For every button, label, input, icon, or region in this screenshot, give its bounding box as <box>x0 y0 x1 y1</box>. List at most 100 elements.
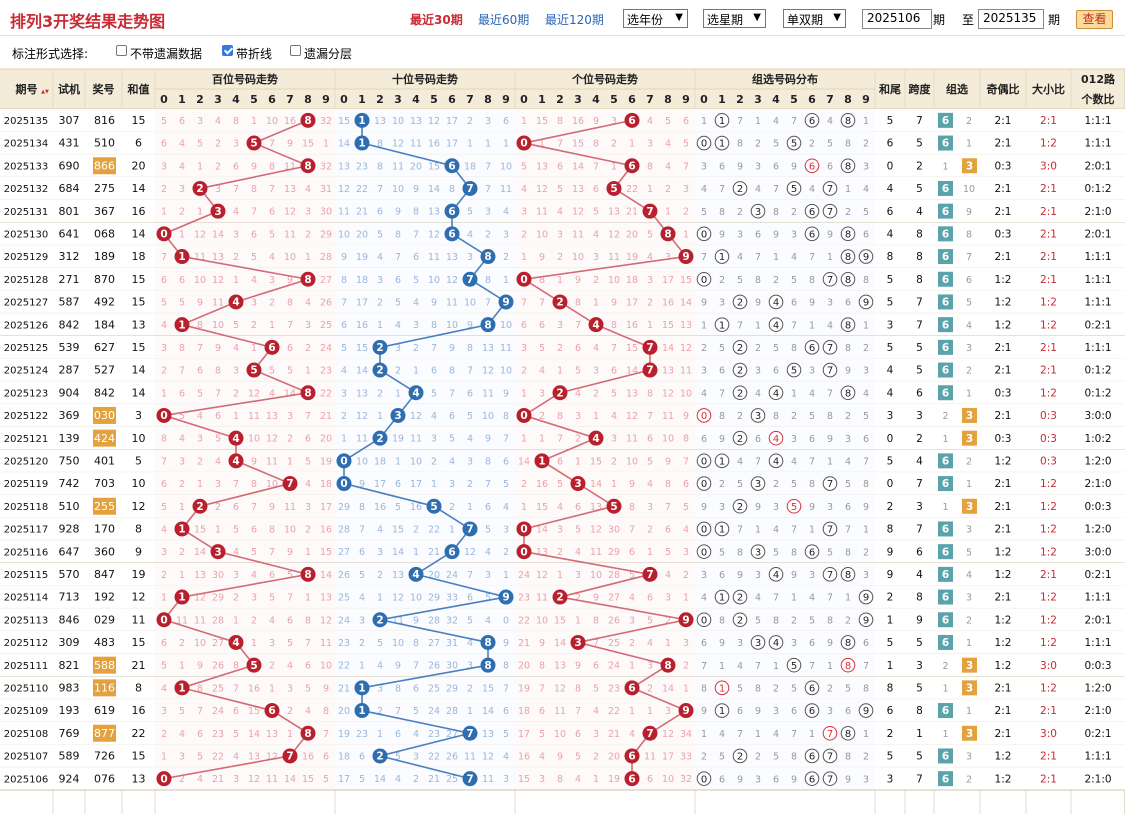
omission-value: 18 <box>464 161 476 172</box>
trial-cell: 589 <box>59 750 80 763</box>
group-omission: 7 <box>737 320 743 331</box>
number-ball <box>642 725 658 741</box>
group-omission: 3 <box>863 570 869 581</box>
group-omission: 7 <box>737 525 743 536</box>
omission-value: 9 <box>539 638 545 649</box>
period-link-60[interactable]: 最近60期 <box>478 13 530 27</box>
year-select[interactable]: 选年份 ▼ <box>623 9 688 28</box>
number-ball-digit: 2 <box>196 183 203 195</box>
omission-value: 26 <box>608 615 620 626</box>
header-digit: 7 <box>646 93 654 106</box>
number-ball-digit: 2 <box>376 365 383 377</box>
group-omission: 1 <box>755 525 761 536</box>
omission-value: 5 <box>179 411 185 422</box>
number-ball-digit: 7 <box>466 773 473 785</box>
period-cell: 2025127 <box>4 298 49 309</box>
group-omission: 7 <box>809 661 815 672</box>
omission-value: 4 <box>179 161 185 172</box>
omission-value: 6 <box>269 570 275 581</box>
sum-tail-cell: 9 <box>887 569 894 581</box>
number-ball <box>642 362 658 378</box>
omission-value: 10 <box>392 116 404 127</box>
omission-value: 4 <box>179 729 185 740</box>
group-omission: 5 <box>863 411 869 422</box>
omission-value: 15 <box>536 116 548 127</box>
number-ball-digit: 9 <box>682 614 689 626</box>
group-omission: 2 <box>863 547 869 558</box>
number-ball <box>336 476 352 492</box>
group3-badge <box>962 680 977 696</box>
group-omission: 5 <box>773 752 779 763</box>
omission-value: 3 <box>503 774 509 785</box>
omission-value: 10 <box>446 320 458 331</box>
layer-checkbox[interactable] <box>290 45 301 56</box>
group-omission: 3 <box>755 161 761 172</box>
period-link-120[interactable]: 最近120期 <box>545 13 604 27</box>
group-omission: 4 <box>809 184 815 195</box>
omission-value: 6 <box>251 524 257 535</box>
winning-number-cell: 870 <box>94 273 115 286</box>
omission-value: 4 <box>215 116 221 127</box>
omission-value: 2 <box>269 661 275 672</box>
omission-value: 25 <box>428 683 440 694</box>
omission-value: 1 <box>521 434 527 445</box>
group-omission: 1 <box>845 593 851 604</box>
omission-value: 12 <box>626 411 638 422</box>
period-link-30[interactable]: 最近30期 <box>410 13 463 27</box>
group-digit-ring <box>786 181 802 196</box>
weekday-select[interactable]: 选星期 ▼ <box>703 9 766 28</box>
omission-value: 4 <box>305 706 311 717</box>
omission-value: 5 <box>197 388 203 399</box>
parity-select[interactable]: 单双期 ▼ <box>783 9 846 28</box>
omission-value: 5 <box>575 524 581 535</box>
omission-value: 18 <box>320 479 332 490</box>
group6-badge <box>938 249 953 265</box>
omission-value: 4 <box>629 729 635 740</box>
view-button[interactable]: 查看 <box>1076 10 1113 29</box>
omission-value: 21 <box>320 411 332 422</box>
omission-value: 3 <box>233 229 239 240</box>
omission-value: 5 <box>197 139 203 150</box>
omission-value: 16 <box>428 139 440 150</box>
omission-value: 1 <box>575 615 581 626</box>
omission-value: 26 <box>446 751 458 762</box>
group-omission: 6 <box>791 706 797 717</box>
no-omission-checkbox[interactable] <box>116 45 127 56</box>
sum-cell: 8 <box>135 681 142 694</box>
omission-value: 23 <box>428 729 440 740</box>
omission-value: 4 <box>647 479 653 490</box>
omission-value: 11 <box>338 207 350 218</box>
header-digit: 2 <box>736 93 744 106</box>
group-digit: 2 <box>737 298 743 309</box>
omission-value: 26 <box>428 661 440 672</box>
trial-cell: 690 <box>59 159 80 172</box>
winning-number-cell: 619 <box>94 704 115 717</box>
header-digit: 8 <box>304 93 312 106</box>
omission-value: 2 <box>593 751 599 762</box>
big-small-ratio: 1:2 <box>1040 387 1057 399</box>
group-omission: 6 <box>737 706 743 717</box>
group-omission: 4 <box>791 456 797 467</box>
omission-value: 1 <box>647 547 653 558</box>
omission-value: 8 <box>647 388 653 399</box>
group-digit-ring <box>804 680 820 696</box>
group-omission: 1 <box>791 593 797 604</box>
omission-value: 20 <box>518 661 530 672</box>
chevron-down-icon: ▼ <box>753 12 761 23</box>
polyline-checkbox[interactable] <box>222 45 233 56</box>
omission-value: 3 <box>557 229 563 240</box>
to-period-input[interactable]: 2025135 <box>978 9 1044 29</box>
omission-value: 5 <box>467 207 473 218</box>
number-ball-digit: 7 <box>646 206 653 218</box>
omission-value: 15 <box>680 275 692 286</box>
group-digit-ring <box>696 408 712 423</box>
from-period-input[interactable]: 2025106 <box>862 9 932 29</box>
span-cell: 3 <box>916 410 923 422</box>
number-ball-digit: 5 <box>250 660 257 672</box>
omission-value: 7 <box>467 570 473 581</box>
omission-value: 3 <box>557 320 563 331</box>
group-omission: 4 <box>737 661 743 672</box>
omission-value: 3 <box>251 593 257 604</box>
omission-value: 14 <box>212 229 224 240</box>
group-digit-ring <box>768 294 784 310</box>
